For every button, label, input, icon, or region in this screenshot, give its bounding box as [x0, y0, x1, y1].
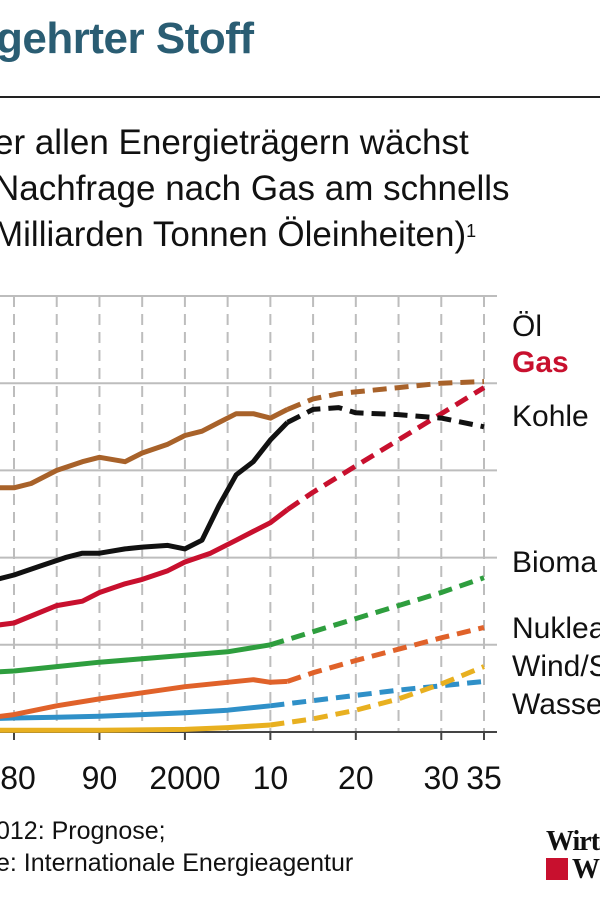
publisher-logo: Wirts W: [546, 826, 600, 886]
source-note: e: Internationale Energieagentur: [0, 849, 354, 877]
series-label-wind-s: Wind/S: [512, 650, 600, 683]
series-label-kohle: Kohle: [512, 400, 589, 433]
chart-lines: [0, 379, 486, 733]
logo-text-1: Wirts: [546, 826, 600, 857]
chart-title: gehrter Stoff: [0, 14, 254, 63]
forecast-note: 012: Prognose;: [0, 817, 166, 845]
x-tick-label-10: 10: [252, 760, 289, 796]
series-line-nuklea-forecast: [286, 624, 485, 684]
series-line-kohle-historical: [0, 420, 290, 582]
x-tick-label-30: 30: [423, 760, 460, 796]
series-line--l-forecast: [286, 379, 485, 412]
series-line-wasse-forecast: [270, 678, 485, 709]
subtitle-line-1: er allen Energieträgern wächst: [0, 123, 469, 162]
chart-subtitle: er allen Energieträgern wächst Nachfrage…: [0, 120, 510, 258]
series-line-bioma-historical: [0, 642, 271, 675]
x-tick-label-20: 20: [338, 760, 374, 796]
series-label--l: Öl: [512, 310, 542, 343]
subtitle-line-3-text: Milliarden Tonnen Öleinheiten): [0, 215, 467, 254]
title-rule: [0, 96, 600, 98]
series-line-gas-forecast: [286, 385, 486, 512]
series-line-kohle-forecast: [286, 405, 485, 430]
subtitle-line-2: Nachfrage nach Gas am schnells: [0, 169, 510, 208]
logo-text-2: W: [572, 854, 600, 885]
series-line-bioma-forecast: [269, 575, 485, 648]
series-line-wind-s-historical: [0, 722, 271, 733]
footnote-mark: 1: [466, 221, 477, 241]
series-line-wind-s-forecast: [270, 664, 485, 728]
subtitle-line-3: Milliarden Tonnen Öleinheiten)1: [0, 212, 510, 258]
x-tick-label-80: 80: [0, 760, 36, 796]
series-line-nuklea-historical: [0, 677, 288, 719]
x-tick-label-2000: 2000: [149, 760, 221, 796]
series-label-nuklea: Nuklea: [512, 612, 600, 645]
logo-red-square: [546, 858, 568, 880]
x-tick-label-35: 35: [466, 760, 502, 796]
series-label-wasse: Wasse: [512, 688, 600, 721]
chart-grid: [0, 295, 497, 740]
x-tick-label-90: 90: [81, 760, 118, 796]
series-label-bioma: Bioma: [512, 546, 598, 579]
series-line-wasse-historical: [0, 703, 271, 721]
series-line-gas-historical: [0, 507, 290, 628]
series-line--l-historical: [0, 407, 289, 491]
series-label-gas: Gas: [512, 346, 569, 379]
